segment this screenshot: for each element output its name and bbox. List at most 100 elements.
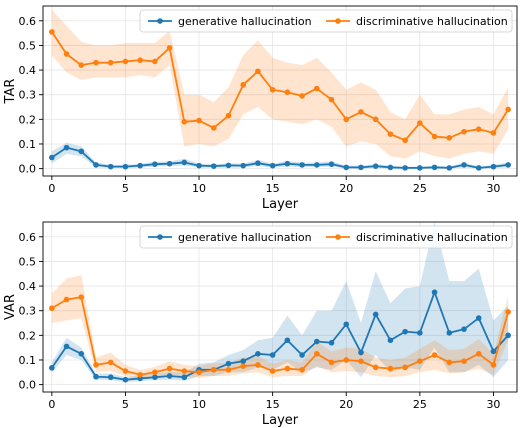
series-point-1	[358, 109, 364, 115]
series-band-0	[51, 142, 509, 169]
series-point-0	[196, 162, 202, 169]
series-band-1	[51, 9, 509, 159]
series-point-1	[505, 106, 511, 113]
series-point-0	[417, 330, 423, 336]
series-point-1	[417, 120, 423, 126]
series-point-0	[505, 162, 511, 168]
series-point-1	[284, 89, 291, 96]
series-point-1	[78, 294, 85, 300]
x-tick-label: 20	[339, 398, 353, 411]
series-point-0	[49, 154, 55, 161]
series-point-0	[137, 162, 143, 169]
legend-marker-1	[335, 18, 341, 24]
series-point-1	[402, 137, 408, 144]
series-point-1	[387, 365, 394, 372]
y-tick-label: 0.1	[19, 138, 37, 151]
series-point-0	[284, 337, 291, 344]
y-tick-label: 0.5	[19, 39, 37, 52]
series-point-0	[461, 162, 467, 168]
series-point-0	[107, 374, 114, 381]
series-point-1	[166, 45, 173, 51]
series-point-1	[417, 358, 423, 365]
x-tick-label: 20	[339, 182, 353, 195]
x-axis-label: Layer	[262, 197, 299, 212]
series-point-0	[314, 338, 320, 345]
series-point-0	[166, 160, 173, 167]
series-point-1	[240, 82, 246, 88]
var-chart: 0 5 10 15 20 25 30 0.0 0.1 0.2 0.3 0.4 0.5 0.6 Layer VA…	[3, 221, 518, 428]
series-point-0	[284, 160, 291, 167]
series-point-1	[240, 363, 246, 369]
x-tick-label: 25	[413, 398, 427, 411]
series-point-1	[475, 126, 482, 132]
y-tick-label: 0.3	[19, 89, 37, 102]
series-point-1	[446, 135, 453, 141]
series-point-1	[210, 125, 217, 131]
series-point-0	[152, 374, 158, 381]
series-point-1	[137, 57, 143, 64]
series-point-0	[446, 165, 453, 171]
series-point-0	[328, 339, 335, 346]
series-point-1	[255, 362, 261, 368]
series-point-1	[343, 116, 350, 123]
series-point-0	[461, 326, 467, 332]
series-point-1	[490, 130, 497, 136]
series-point-1	[93, 362, 99, 368]
series-point-1	[137, 371, 143, 378]
series-point-0	[93, 373, 99, 380]
series-point-0	[255, 160, 261, 166]
series-point-1	[490, 362, 497, 368]
series-point-1	[328, 96, 335, 103]
series-point-0	[490, 348, 497, 355]
y-axis-label: TAR	[3, 79, 18, 105]
series-point-1	[431, 352, 438, 358]
series-point-1	[461, 358, 467, 365]
series-point-0	[152, 161, 158, 167]
series-point-0	[402, 165, 408, 171]
axes-frame	[42, 5, 518, 177]
series-point-1	[49, 305, 55, 312]
series-point-1	[196, 117, 202, 124]
series-point-1	[358, 358, 364, 365]
series-point-1	[299, 93, 305, 99]
series-point-1	[314, 351, 320, 357]
y-tick-label: 0.1	[19, 354, 37, 367]
series-point-1	[63, 296, 70, 303]
series-point-0	[269, 162, 276, 169]
series-point-0	[63, 343, 70, 350]
series-point-0	[328, 161, 335, 167]
legend-marker-0	[157, 234, 163, 240]
y-tick-label: 0.4	[19, 280, 37, 293]
series-point-0	[299, 352, 305, 358]
series-point-0	[475, 315, 482, 321]
series-point-1	[93, 59, 99, 66]
series-point-1	[299, 367, 305, 373]
series-point-1	[505, 309, 511, 315]
series-point-1	[225, 367, 232, 373]
x-tick-label: 5	[122, 182, 129, 195]
series-point-0	[78, 148, 85, 155]
series-point-1	[49, 29, 55, 35]
x-tick-label: 15	[266, 182, 280, 195]
x-tick-label: 0	[48, 182, 55, 195]
series-point-0	[387, 164, 394, 171]
series-point-1	[152, 369, 158, 376]
series-point-0	[181, 374, 188, 381]
series-point-0	[240, 358, 246, 365]
series-point-1	[107, 359, 114, 366]
series-point-1	[181, 368, 188, 374]
series-point-0	[255, 351, 261, 357]
series-point-0	[49, 365, 55, 371]
series-point-1	[446, 359, 453, 366]
series-point-1	[107, 59, 114, 66]
series-point-1	[284, 365, 291, 372]
series-point-0	[343, 164, 350, 171]
x-tick-label: 0	[48, 398, 55, 411]
series-point-0	[314, 162, 320, 168]
series-point-1	[181, 118, 188, 125]
series-point-1	[314, 85, 320, 92]
series-point-0	[446, 330, 453, 336]
legend-label-1: discriminative hallucination	[356, 15, 508, 28]
series-point-1	[122, 58, 129, 65]
